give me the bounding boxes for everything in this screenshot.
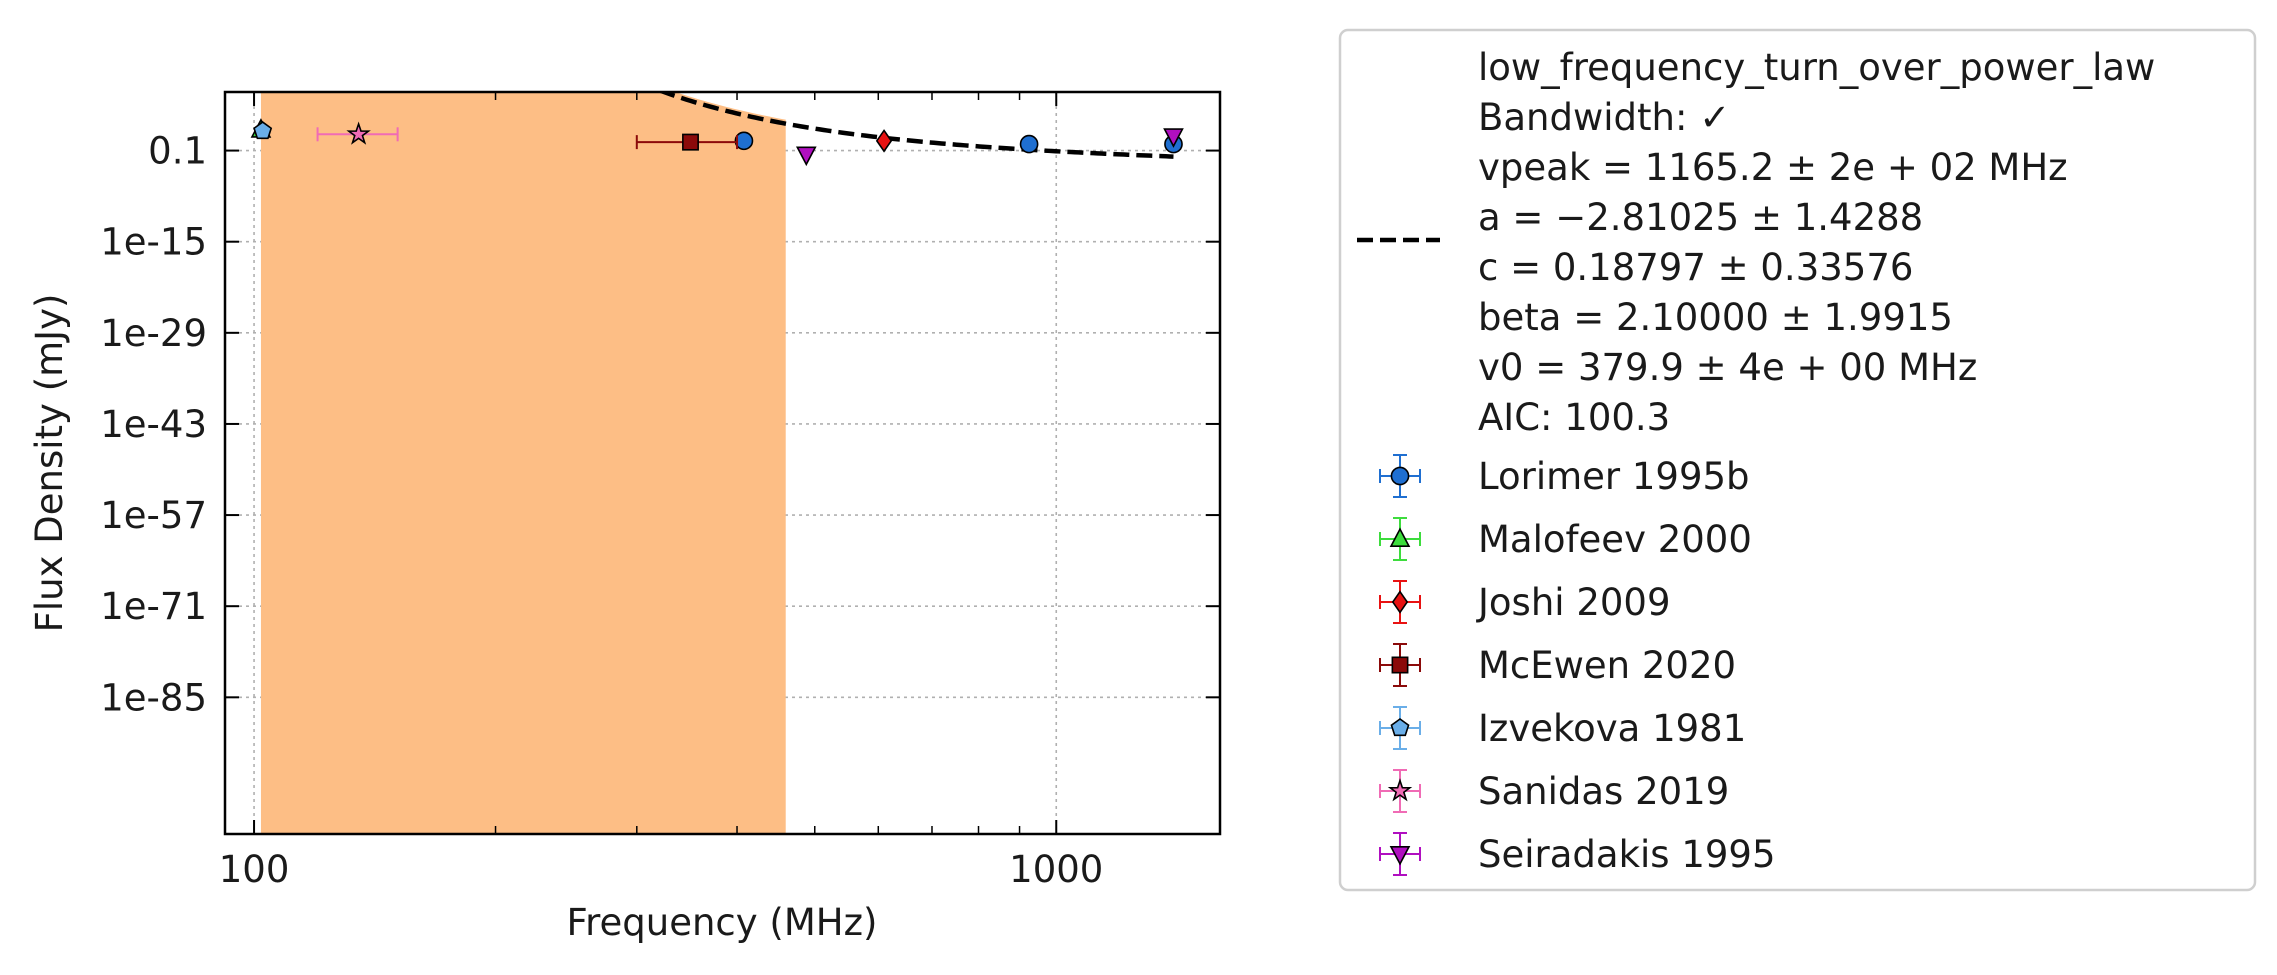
legend-marker-sanidas-2019 — [1387, 778, 1413, 802]
y-axis-label: Flux Density (mJy) — [28, 294, 71, 633]
legend-fit-text: low_frequency_turn_over_power_law Bandwid… — [1478, 46, 2155, 439]
y-tick-label: 1e-43 — [100, 403, 207, 446]
plot-frame — [223, 90, 1222, 836]
plot-area — [250, 92, 1184, 834]
point-seiradakis-1995 — [795, 146, 817, 167]
legend-label-lorimer-1995b: Lorimer 1995b — [1478, 455, 1750, 498]
y-tick-label: 0.1 — [148, 130, 207, 173]
data-points — [250, 118, 1184, 167]
point-lorimer-1995b — [734, 131, 754, 151]
legend-fit-line: AIC: 100.3 — [1478, 396, 1670, 439]
point-seiradakis-1995 — [1163, 128, 1184, 148]
legend-marker-mcewen-2020 — [1391, 656, 1409, 674]
point-izvekova-1981 — [253, 121, 273, 140]
axis-ticks — [225, 92, 1220, 834]
y-tick-label: 1e-71 — [100, 585, 207, 628]
legend-label-mcewen-2020: McEwen 2020 — [1478, 644, 1736, 687]
legend-label-malofeev-2000: Malofeev 2000 — [1478, 518, 1752, 561]
legend-fit-line: beta = 2.10000 ± 1.9915 — [1478, 296, 1953, 339]
legend-frame — [1338, 28, 2257, 892]
x-tick-label: 100 — [219, 848, 290, 891]
legend-label-joshi-2009: Joshi 2009 — [1476, 581, 1670, 624]
x-axis-label: Frequency (MHz) — [567, 901, 878, 944]
legend-label-seiradakis-1995: Seiradakis 1995 — [1478, 833, 1775, 876]
y-tick-label: 1e-29 — [100, 312, 207, 355]
point-mcewen-2020 — [682, 133, 699, 151]
legend: low_frequency_turn_over_power_law Bandwid… — [1338, 28, 2257, 892]
legend-fit-line: low_frequency_turn_over_power_law — [1478, 46, 2155, 89]
legend-fit-line: v0 = 379.9 ± 4e + 00 MHz — [1478, 346, 1977, 389]
y-tick-label: 1e-15 — [100, 221, 207, 264]
legend-label-izvekova-1981: Izvekova 1981 — [1478, 707, 1746, 750]
fit-uncertainty-band — [260, 92, 786, 834]
point-joshi-2009 — [875, 129, 893, 153]
legend-marker-joshi-2009 — [1391, 590, 1409, 614]
legend-marker-lorimer-1995b — [1390, 466, 1410, 486]
fit-curve — [657, 92, 1174, 159]
legend-label-sanidas-2019: Sanidas 2019 — [1478, 770, 1729, 813]
legend-series-entries: Lorimer 1995b Malofeev 2000 Joshi 2009 McEw… — [1379, 454, 1775, 876]
legend-marker-izvekova-1981 — [1390, 718, 1410, 737]
point-sanidas-2019 — [346, 121, 371, 145]
legend-fit-line: c = 0.18797 ± 0.33576 — [1478, 246, 1913, 289]
legend-fit-line: a = −2.81025 ± 1.4288 — [1478, 196, 1923, 239]
legend-marker-malofeev-2000 — [1389, 527, 1411, 548]
legend-fit-line: Bandwidth: ✓ — [1478, 96, 1730, 139]
legend-fit-line: vpeak = 1165.2 ± 2e + 02 MHz — [1478, 146, 2068, 189]
y-tick-label: 1e-57 — [100, 494, 207, 537]
x-tick-label: 1000 — [1009, 848, 1103, 891]
legend-marker-seiradakis-1995 — [1389, 845, 1411, 866]
axis-tick-labels: 100 1000 0.1 1e-15 1e-29 1e-43 1e-57 1e-71 1e-85 — [100, 130, 1103, 891]
y-tick-label: 1e-85 — [100, 676, 207, 719]
point-lorimer-1995b — [1019, 134, 1039, 154]
